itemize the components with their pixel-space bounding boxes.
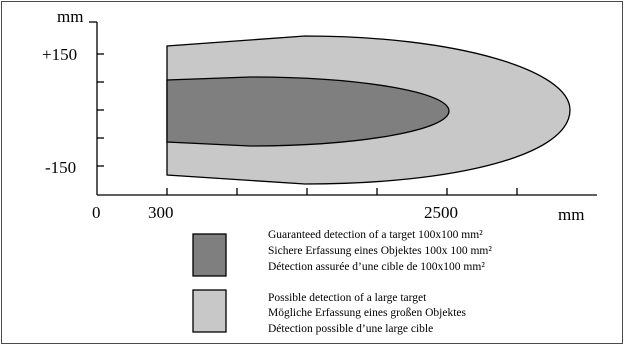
y-axis-ticks	[97, 53, 104, 167]
legend-guaranteed-en: Guaranteed detection of a target 100x100…	[268, 229, 483, 241]
legend-guaranteed-de: Sichere Erfassung eines Objektes 100x 10…	[268, 245, 492, 257]
legend-possible-fr: Détection possible d’une large cible	[268, 323, 433, 335]
x-axis-unit-label: mm	[558, 205, 584, 224]
legend-possible-en: Possible detection of a large target	[268, 292, 427, 304]
guaranteed-detection-zone	[166, 76, 450, 147]
x-tick-label-2500: 2500	[424, 203, 458, 222]
x-axis-ticks	[166, 188, 518, 195]
x-tick-label-0: 0	[92, 203, 101, 222]
legend-swatch-possible	[192, 289, 227, 333]
y-tick-label-plus150: +150	[42, 45, 77, 64]
legend-guaranteed-fr: Détection assurée d’une cible de 100x100…	[268, 261, 485, 273]
legend-swatch-guaranteed	[192, 233, 227, 277]
y-tick-label-minus150: -150	[45, 158, 76, 177]
y-axis-unit-label: mm	[57, 7, 83, 26]
x-tick-label-300: 300	[148, 203, 174, 222]
legend-possible-de: Mögliche Erfassung eines großen Objektes	[268, 307, 467, 319]
